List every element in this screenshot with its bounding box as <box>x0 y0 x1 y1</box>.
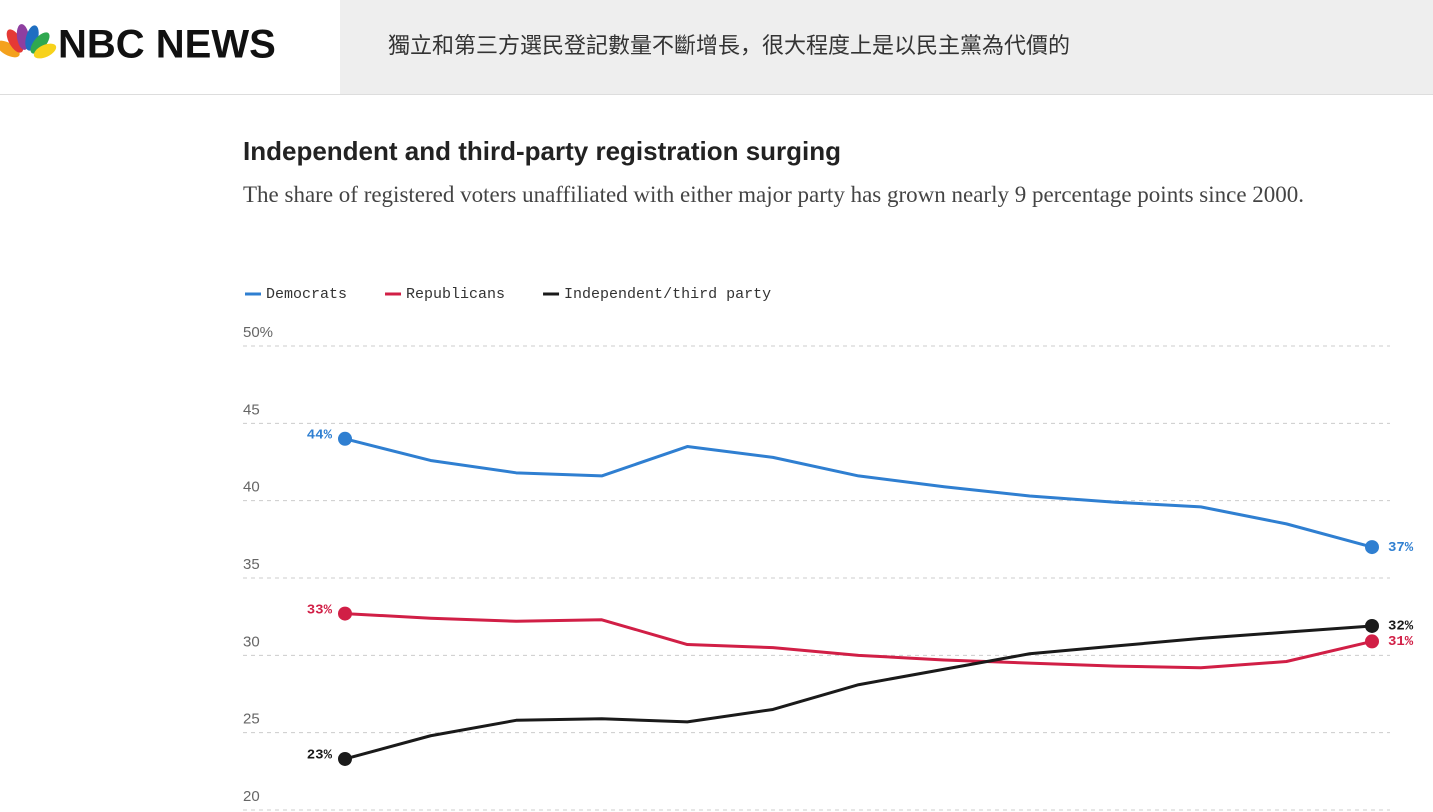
series-line <box>344 624 1373 761</box>
y-tick-label: 30 <box>243 633 260 650</box>
series-line <box>344 437 1373 549</box>
data-label: 44% <box>307 428 333 444</box>
data-label: 31% <box>1388 634 1414 650</box>
y-tick-label: 20 <box>243 788 260 805</box>
legend-label: Republicans <box>406 286 505 303</box>
y-tick-label: 40 <box>243 479 260 496</box>
end-point <box>338 606 352 621</box>
series-line <box>344 612 1373 670</box>
logo-text: NBC NEWS <box>58 23 276 67</box>
end-point <box>1365 634 1379 649</box>
y-tick-label: 25 <box>243 711 260 728</box>
y-tick-label: 50% <box>243 324 273 341</box>
data-label: 33% <box>307 602 333 618</box>
legend-label: Democrats <box>266 286 347 303</box>
headline: 獨立和第三方選民登記數量不斷增長，很大程度上是以民主黨為代價的 <box>388 34 1070 59</box>
chart-subtitle: The share of registered voters unaffilia… <box>243 182 1305 207</box>
chart-title: Independent and third-party registration… <box>243 136 841 166</box>
subtitle-box: The share of registered voters unaffilia… <box>243 182 1305 207</box>
data-label: 37% <box>1388 540 1414 556</box>
end-point <box>338 431 352 446</box>
data-label: 32% <box>1388 619 1414 635</box>
data-label: 23% <box>307 748 333 764</box>
header-bar <box>340 0 1433 94</box>
end-point <box>1365 540 1379 555</box>
end-point <box>338 751 352 766</box>
peacock-logo <box>0 24 57 59</box>
y-tick-label: 45 <box>243 401 260 418</box>
y-tick-label: 35 <box>243 556 260 573</box>
legend-label: Independent/third party <box>564 286 771 303</box>
end-point <box>1365 618 1379 633</box>
